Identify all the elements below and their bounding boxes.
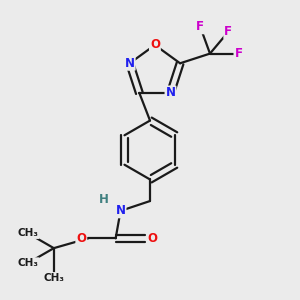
Text: CH₃: CH₃ — [43, 273, 64, 283]
Text: N: N — [166, 86, 176, 99]
Text: H: H — [99, 193, 109, 206]
Text: F: F — [224, 25, 232, 38]
Text: N: N — [125, 57, 135, 70]
Text: CH₃: CH₃ — [18, 258, 39, 268]
Text: CH₃: CH₃ — [18, 228, 39, 239]
Text: O: O — [147, 232, 157, 245]
Text: F: F — [234, 47, 242, 60]
Text: O: O — [150, 38, 160, 52]
Text: N: N — [116, 204, 126, 218]
Text: O: O — [76, 232, 86, 245]
Text: F: F — [196, 20, 204, 33]
